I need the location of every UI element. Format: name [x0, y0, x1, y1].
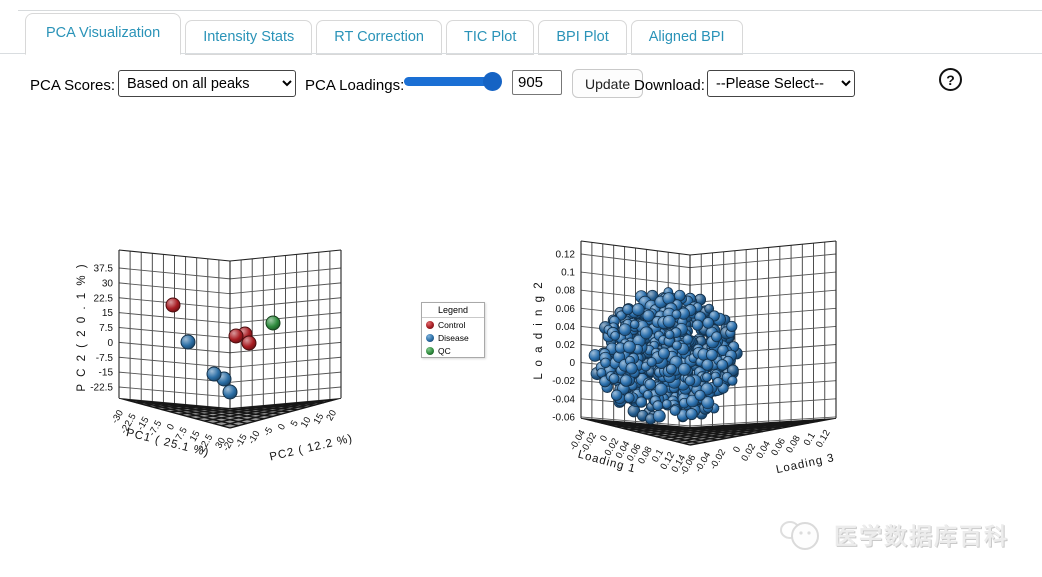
- legend-label-qc: QC: [438, 345, 451, 356]
- legend-item-control: Control: [422, 318, 484, 331]
- download-select[interactable]: --Please Select--: [707, 70, 855, 97]
- z-axis-title: Loading 3: [775, 452, 836, 476]
- legend-title: Legend: [422, 303, 484, 318]
- z-tick-label: -10: [246, 429, 262, 446]
- qc-dot-icon: [426, 346, 434, 355]
- pca-loadings-slider-thumb[interactable]: [483, 72, 502, 91]
- legend-item-disease: Disease: [422, 331, 484, 344]
- z-tick-label: -0.02: [708, 447, 728, 471]
- y-axis-title: L o a d i n g 2: [533, 280, 545, 379]
- pca-loadings-label: PCA Loadings:: [305, 77, 405, 94]
- legend-label-disease: Disease: [438, 332, 469, 343]
- y-tick-label: -7.5: [96, 353, 114, 364]
- y-tick-label: -0.02: [552, 376, 575, 387]
- y-tick-label: 0.12: [556, 250, 576, 261]
- tab-rt-correction[interactable]: RT Correction: [316, 20, 442, 55]
- z-tick-label: 0: [731, 445, 743, 455]
- y-axis-title: P C 2 ( 2 0 . 1 % ): [76, 262, 88, 391]
- pca-loadings-plot-points: [588, 287, 743, 425]
- tab-bar: PCA Visualization Intensity Stats RT Cor…: [0, 13, 1042, 55]
- top-divider: [18, 10, 1042, 11]
- y-tick-label: 0.1: [561, 268, 575, 279]
- y-tick-label: 0.08: [556, 286, 576, 297]
- pca-scores-label: PCA Scores:: [30, 77, 116, 94]
- z-tick-label: 20: [324, 408, 339, 423]
- legend-label-control: Control: [438, 319, 466, 330]
- x-tick-label: 0: [598, 434, 610, 444]
- y-tick-label: 0.04: [556, 322, 576, 333]
- control-dot-icon: [426, 320, 434, 329]
- y-tick-label: -15: [99, 368, 114, 379]
- z-tick-label: 15: [312, 412, 327, 427]
- z-tick-label: 5: [289, 419, 301, 429]
- update-button[interactable]: Update: [572, 69, 644, 98]
- y-tick-label: -22.5: [90, 383, 113, 394]
- y-tick-label: 30: [102, 278, 114, 289]
- y-tick-label: 37.5: [94, 264, 114, 275]
- x-tick-label: 30: [213, 436, 228, 451]
- y-tick-label: -0.04: [552, 394, 575, 405]
- pca-loadings-input[interactable]: [512, 70, 562, 95]
- z-axis-title: PC2 ( 12.2 %): [268, 433, 354, 464]
- y-tick-label: 0.02: [556, 340, 576, 351]
- z-tick-label: 0.12: [814, 428, 833, 450]
- watermark-text: 医学数据库百科: [834, 523, 1009, 549]
- pca-scores-select[interactable]: Based on all peaks: [118, 70, 296, 97]
- help-icon[interactable]: ?: [939, 68, 962, 91]
- y-tick-label: 0: [569, 358, 575, 369]
- y-tick-label: 7.5: [99, 323, 113, 334]
- pca-loadings-plot[interactable]: 0.120.10.080.060.040.020-0.02-0.04-0.06-…: [533, 240, 837, 477]
- y-tick-label: 0: [107, 338, 113, 349]
- watermark-logo-icon: [780, 521, 819, 550]
- y-tick-label: 0.06: [556, 304, 576, 315]
- x-tick-label: 15: [188, 429, 203, 444]
- y-tick-label: 22.5: [94, 293, 114, 304]
- x-tick-label: 0: [165, 422, 177, 432]
- y-tick-label: 15: [102, 308, 114, 319]
- watermark: 医学数据库百科: [778, 514, 1009, 554]
- z-tick-label: 10: [299, 415, 314, 430]
- disease-dot-icon: [426, 333, 434, 342]
- pca-loadings-slider[interactable]: [404, 77, 501, 86]
- z-tick-label: 0: [276, 422, 288, 432]
- pca-scores-plot[interactable]: 37.53022.5157.50-7.5-15-22.5-30-22.5-15-…: [76, 249, 354, 464]
- download-label: Download:: [634, 77, 705, 94]
- z-tick-label: 0.08: [784, 434, 803, 456]
- tab-intensity-stats[interactable]: Intensity Stats: [185, 20, 313, 55]
- tab-aligned-bpi[interactable]: Aligned BPI: [630, 20, 743, 55]
- z-tick-label: -5: [262, 425, 276, 438]
- legend-item-qc: QC: [422, 344, 484, 357]
- plot-legend: Legend Control Disease QC: [421, 302, 485, 358]
- tab-bpi-plot[interactable]: BPI Plot: [538, 20, 627, 55]
- pca-scores-plot-points: [165, 297, 281, 400]
- tab-pca-visualization[interactable]: PCA Visualization: [25, 13, 182, 55]
- tab-bar-divider: [0, 53, 1042, 54]
- tab-tic-plot[interactable]: TIC Plot: [445, 20, 535, 55]
- y-tick-label: -0.06: [552, 412, 575, 423]
